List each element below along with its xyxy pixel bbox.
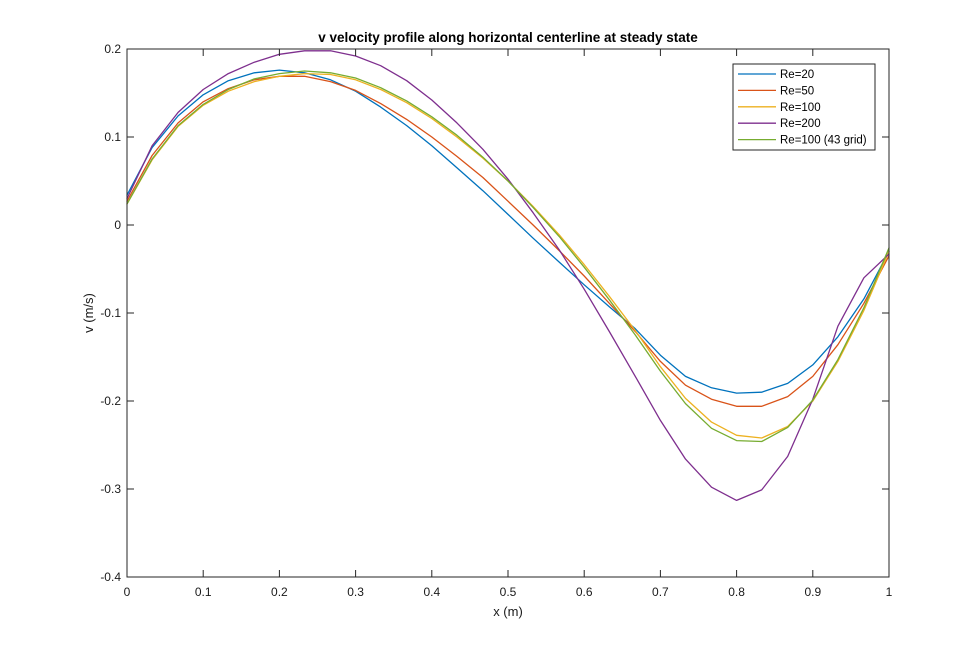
legend-label-2: Re=50 <box>780 85 814 97</box>
x-tick-label: 0.4 <box>423 585 440 599</box>
x-tick-label: 0.1 <box>195 585 212 599</box>
x-axis-title: x (m) <box>493 604 523 619</box>
legend-label-5: Re=100 (43 grid) <box>780 135 867 147</box>
y-tick-label: 0.2 <box>104 42 121 56</box>
series-line-2 <box>126 75 890 407</box>
y-tick-label: -0.4 <box>100 570 121 584</box>
legend-label-3: Re=100 <box>780 102 821 114</box>
x-tick-label: 0.6 <box>576 585 593 599</box>
x-tick-label: 0.3 <box>347 585 364 599</box>
x-tick-label: 0.9 <box>804 585 821 599</box>
x-tick-label: 0 <box>124 585 131 599</box>
x-tick-label: 0.2 <box>271 585 288 599</box>
legend-label-1: Re=20 <box>780 69 814 81</box>
legend: Re=20 Re=50 Re=100 Re=200 Re=100 (43 grid) <box>732 63 876 151</box>
series-line-1 <box>126 69 890 394</box>
tick-layer: 0 0.1 0.2 0.3 0.4 0.5 0.6 0.7 0.8 0.9 1 -0.4 -0.3 -0.… <box>100 42 892 599</box>
chart-title: v velocity profile along horizontal cent… <box>318 30 698 45</box>
x-tick-label: 0.5 <box>500 585 517 599</box>
y-tick-label: -0.2 <box>100 394 121 408</box>
x-tick-label: 0.7 <box>652 585 669 599</box>
series-line-4 <box>126 50 890 502</box>
x-tick-label: 0.8 <box>728 585 745 599</box>
y-tick-label: -0.3 <box>100 482 121 496</box>
x-tick-label: 1 <box>886 585 893 599</box>
series-line-5 <box>126 70 890 443</box>
y-tick-label: 0 <box>114 218 121 232</box>
y-tick-label: -0.1 <box>100 306 121 320</box>
series-layer <box>126 50 890 502</box>
y-tick-label: 0.1 <box>104 130 121 144</box>
legend-label-4: Re=200 <box>780 118 821 130</box>
y-axis-title: v (m/s) <box>81 293 96 333</box>
